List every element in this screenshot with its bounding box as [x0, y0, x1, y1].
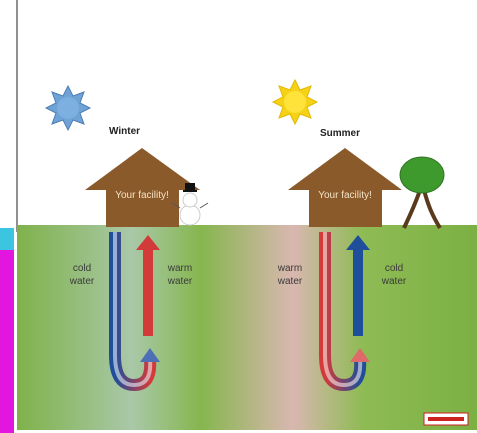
season-title: Winter — [109, 126, 140, 137]
logo-mark — [428, 417, 464, 421]
flow-label: warm water — [268, 262, 312, 288]
building-label: Your facility! — [317, 188, 373, 203]
summer-sun — [273, 80, 317, 124]
flow-label: warm water — [158, 262, 202, 288]
side-strip-top — [0, 228, 14, 250]
tree — [400, 157, 444, 228]
building-label: Your facility! — [114, 188, 170, 203]
flow-label: cold water — [60, 262, 104, 288]
illustration — [0, 0, 477, 433]
season-title: Summer — [320, 128, 360, 139]
winter-sun — [46, 86, 90, 130]
diagram: Winter Summer Your facility! Your facili… — [0, 0, 477, 433]
flow-label: cold water — [372, 262, 416, 288]
side-strip — [0, 232, 14, 433]
ground — [17, 225, 477, 430]
